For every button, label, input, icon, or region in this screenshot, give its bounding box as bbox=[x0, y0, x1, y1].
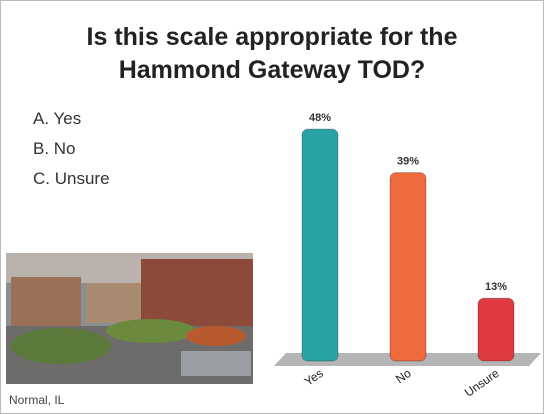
value-label: 39% bbox=[397, 156, 419, 168]
chart: 48% Yes 39% No 13% Unsure bbox=[1, 1, 543, 413]
x-tick-label: Yes bbox=[302, 366, 326, 389]
value-label: 13% bbox=[485, 281, 507, 293]
x-tick-label: No bbox=[393, 366, 414, 386]
value-label: 48% bbox=[309, 112, 331, 124]
x-tick-label: Unsure bbox=[462, 366, 502, 400]
photo bbox=[6, 253, 253, 384]
slide: Is this scale appropriate for the Hammon… bbox=[0, 0, 544, 414]
bar bbox=[478, 298, 514, 361]
bar bbox=[390, 173, 426, 361]
bar bbox=[302, 129, 338, 361]
